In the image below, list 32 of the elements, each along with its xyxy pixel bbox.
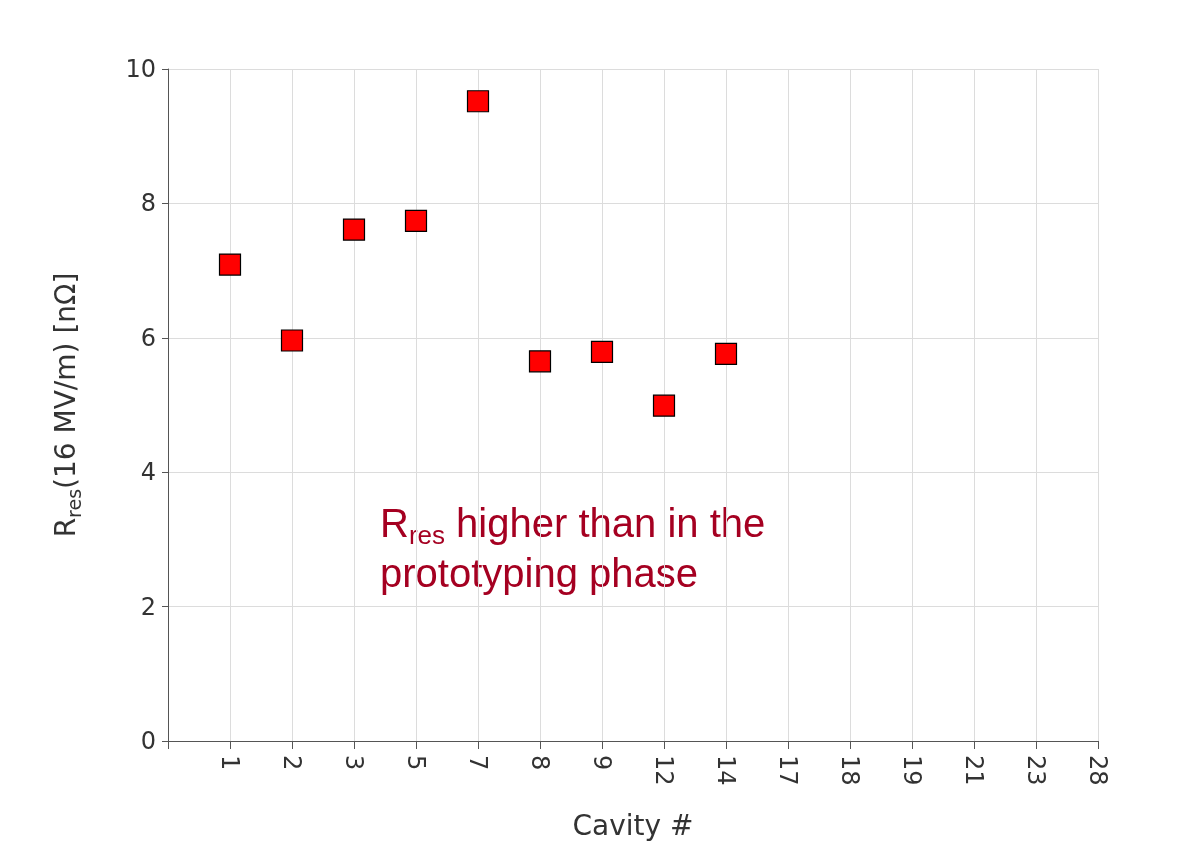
x-tick-label: 2 [278, 755, 306, 771]
x-tick-label: 17 [774, 755, 802, 786]
x-tick-label: 1 [216, 755, 244, 771]
x-tick-label: 14 [712, 755, 740, 786]
point [714, 342, 738, 366]
x-tick-label: 18 [836, 755, 864, 786]
x-axis-title: Cavity # [572, 808, 694, 842]
x-tick-label: 23 [1022, 755, 1050, 786]
x-tick-label: 19 [898, 755, 926, 786]
y-tick-label: 6 [140, 323, 156, 352]
x-tick-label: 28 [1084, 755, 1112, 786]
point [342, 218, 366, 241]
point [590, 340, 614, 364]
y-tick-label: 10 [125, 55, 156, 83]
y-tick-label: 0 [140, 727, 156, 755]
y-tick-label: 4 [140, 458, 156, 487]
x-tick-label: 7 [464, 755, 492, 771]
point [466, 90, 490, 113]
x-tick-label: 12 [650, 755, 678, 786]
point [280, 329, 304, 352]
point [404, 209, 428, 232]
x-tick-label: 8 [526, 755, 554, 771]
y-axis-title: Rres(16 MV/m) [nΩ] [49, 272, 85, 538]
x-tick-label: 5 [402, 755, 430, 771]
point [218, 253, 242, 276]
point [652, 394, 676, 417]
x-tick-label: 21 [960, 755, 988, 786]
y-tick-label: 2 [140, 592, 156, 621]
y-tick-label: 8 [140, 189, 156, 218]
point [528, 350, 552, 373]
x-tick-label: 3 [340, 755, 368, 771]
x-tick-label: 9 [588, 755, 616, 771]
